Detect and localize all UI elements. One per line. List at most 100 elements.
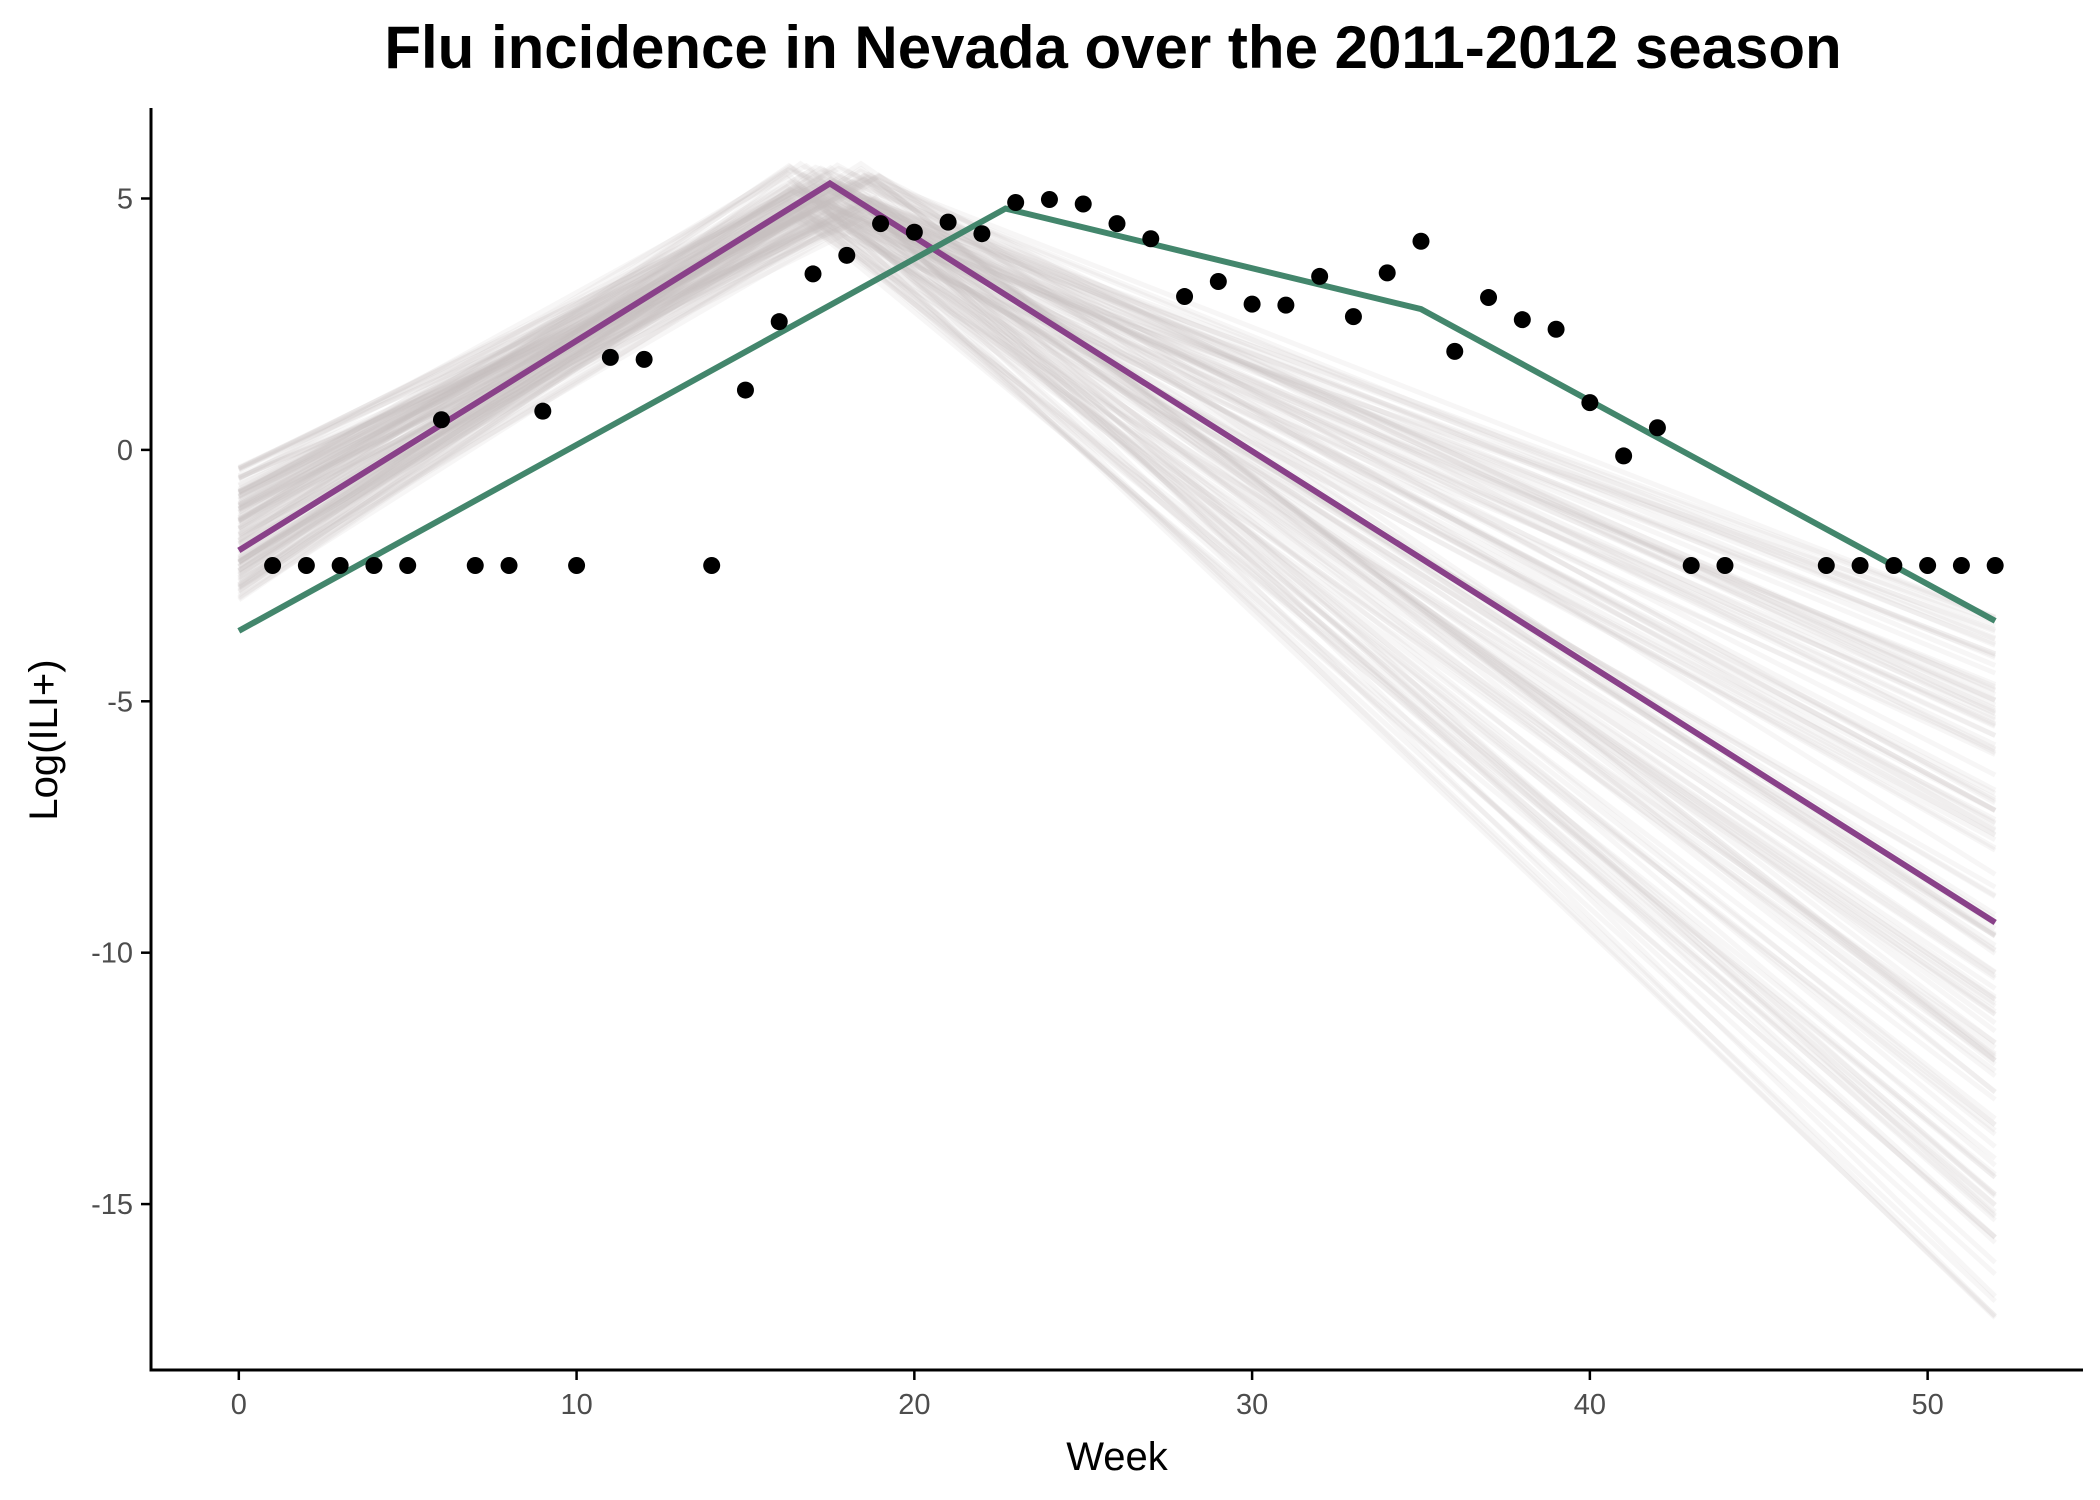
posterior-line [237, 181, 1997, 813]
posterior-line [237, 208, 1997, 1006]
observed-point [1176, 288, 1194, 306]
posterior-line [237, 160, 1997, 939]
posterior-line [237, 195, 1997, 693]
posterior-line [237, 176, 1997, 825]
observed-point [1682, 557, 1700, 575]
observed-point [466, 557, 484, 575]
x-axis-ticks: 0 10 20 30 40 50 [231, 1370, 1944, 1421]
posterior-line [237, 196, 1997, 657]
posterior-line [237, 200, 1997, 1320]
posterior-line [237, 175, 1997, 1127]
posterior-line [237, 178, 1997, 1218]
observed-point [1581, 394, 1599, 412]
posterior-line [237, 219, 1997, 1197]
posterior-line [237, 215, 1997, 1161]
posterior-line [237, 213, 1997, 1207]
posterior-line [237, 195, 1997, 1017]
posterior-line [237, 197, 1997, 1219]
posterior-line [237, 197, 1997, 981]
posterior-line [237, 165, 1997, 1063]
posterior-line [237, 182, 1997, 621]
posterior-line [237, 172, 1997, 813]
observed-point [1446, 342, 1464, 360]
posterior-line [237, 193, 1997, 778]
posterior-line [237, 180, 1997, 708]
posterior-line [237, 176, 1997, 1045]
observed-point [1074, 195, 1092, 213]
observed-point [1952, 557, 1970, 575]
fit-line-purple [237, 179, 1997, 926]
posterior-line [237, 220, 1997, 1056]
observed-point [534, 402, 552, 420]
posterior-line [237, 212, 1997, 715]
posterior-line [237, 185, 1997, 1121]
observed-point [331, 557, 349, 575]
posterior-line [237, 167, 1997, 1094]
fit-line-green [237, 205, 1997, 634]
observed-point [1007, 194, 1025, 212]
posterior-line [237, 206, 1997, 757]
posterior-line [237, 186, 1997, 692]
observed-point [1142, 230, 1160, 248]
posterior-line [237, 199, 1997, 629]
posterior-line [237, 174, 1997, 1060]
posterior-line [237, 204, 1997, 1197]
y-tick-label: 5 [117, 184, 133, 216]
observed-point [1344, 308, 1362, 326]
posterior-line [237, 162, 1997, 804]
posterior-line [237, 220, 1997, 842]
posterior-line [237, 206, 1997, 1149]
observed-point [1851, 557, 1869, 575]
observed-point [297, 557, 315, 575]
y-axis-label: Log(ILI+) [22, 659, 66, 820]
observed-point [1209, 272, 1227, 290]
observed-point [635, 350, 653, 368]
posterior-line [237, 218, 1997, 822]
posterior-line [237, 201, 1997, 953]
posterior-line [237, 180, 1997, 1199]
posterior-line [237, 162, 1997, 1017]
posterior-line [237, 172, 1997, 1058]
posterior-line [237, 217, 1997, 801]
observed-point [601, 348, 619, 366]
posterior-line [237, 178, 1997, 1002]
observed-point [1986, 557, 2004, 575]
posterior-line [237, 199, 1997, 1045]
observed-point [1716, 557, 1734, 575]
observed-point [1513, 311, 1531, 329]
observed-point [1040, 191, 1058, 209]
posterior-line [237, 178, 1997, 1034]
posterior-line [237, 180, 1997, 937]
posterior-line [237, 173, 1997, 806]
posterior-line [237, 178, 1997, 851]
posterior-line [237, 197, 1997, 1002]
posterior-line [237, 173, 1997, 755]
posterior-line [237, 198, 1997, 948]
observed-point [1277, 296, 1295, 314]
posterior-line [237, 209, 1997, 890]
observed-point [736, 381, 754, 399]
posterior-line [237, 168, 1997, 714]
observed-point [1885, 557, 1903, 575]
posterior-line [237, 165, 1997, 641]
observed-point [1243, 295, 1261, 313]
y-tick-label: -15 [91, 1189, 133, 1221]
observed-point [1378, 264, 1396, 282]
posterior-line [237, 193, 1997, 975]
posterior-line [237, 172, 1997, 877]
posterior-line [237, 202, 1997, 752]
posterior-line [237, 210, 1997, 1180]
observed-point [1412, 232, 1430, 250]
posterior-line [237, 164, 1997, 1063]
y-tick-label: 0 [117, 435, 133, 467]
posterior-line [237, 176, 1997, 1026]
fit-lines [237, 179, 1997, 926]
observed-point [432, 411, 450, 429]
x-tick-label: 20 [898, 1389, 930, 1421]
posterior-line [237, 173, 1997, 956]
posterior-line [237, 176, 1997, 648]
x-tick-label: 30 [1236, 1389, 1268, 1421]
observed-point [1547, 320, 1565, 338]
posterior-line [237, 212, 1997, 723]
